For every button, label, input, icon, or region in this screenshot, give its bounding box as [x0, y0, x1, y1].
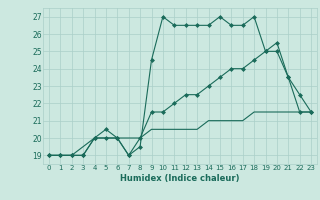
X-axis label: Humidex (Indice chaleur): Humidex (Indice chaleur)	[120, 174, 240, 183]
